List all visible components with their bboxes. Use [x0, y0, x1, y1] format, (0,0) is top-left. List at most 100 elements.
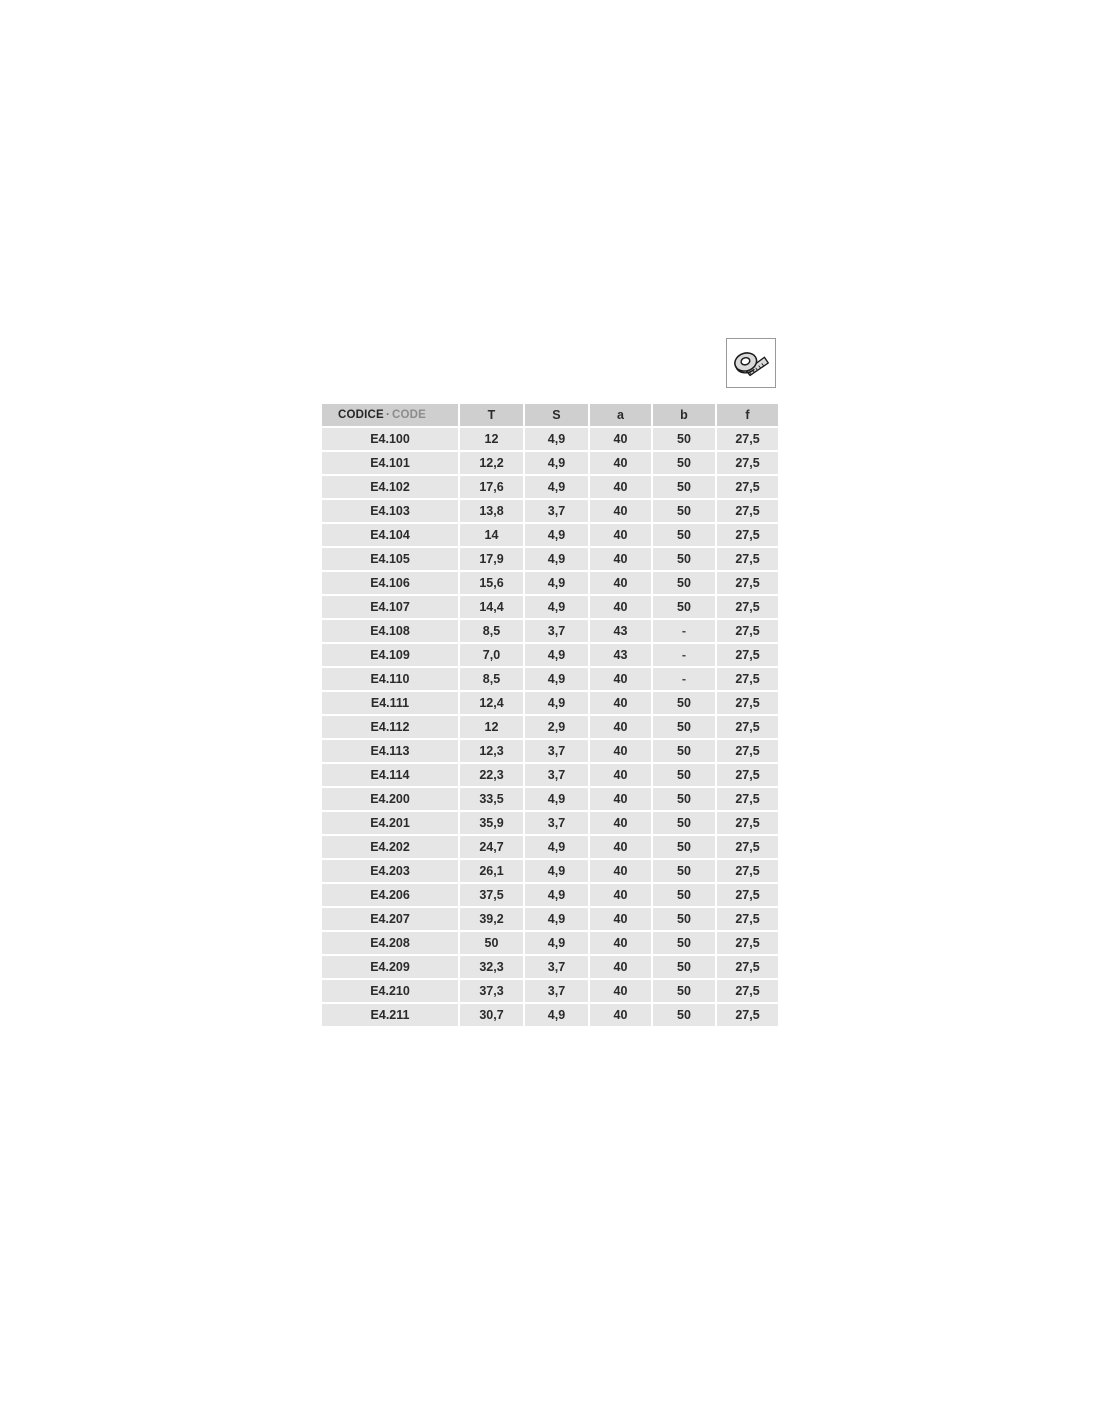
table-row: E4.104 14 4,9 40 50 27,5 — [322, 524, 778, 546]
column-header-code: CODICE · CODE — [322, 404, 458, 426]
cell-code: E4.105 — [322, 548, 458, 570]
cell-b: 50 — [653, 812, 715, 834]
cell-b: - — [653, 620, 715, 642]
cell-f: 27,5 — [717, 932, 778, 954]
table-row: E4.114 22,3 3,7 40 50 27,5 — [322, 764, 778, 786]
cell-S: 4,9 — [525, 596, 588, 618]
cell-f: 27,5 — [717, 692, 778, 714]
cell-T: 12,2 — [460, 452, 523, 474]
cell-a: 40 — [590, 908, 651, 930]
cell-S: 4,9 — [525, 932, 588, 954]
cell-code: E4.110 — [322, 668, 458, 690]
cell-f: 27,5 — [717, 476, 778, 498]
cell-S: 3,7 — [525, 812, 588, 834]
table-row: E4.207 39,2 4,9 40 50 27,5 — [322, 908, 778, 930]
cell-T: 50 — [460, 932, 523, 954]
table-row: E4.206 37,5 4,9 40 50 27,5 — [322, 884, 778, 906]
cell-a: 40 — [590, 572, 651, 594]
cell-S: 4,9 — [525, 476, 588, 498]
table-header: CODICE · CODE T S a b f — [322, 404, 778, 426]
cell-a: 40 — [590, 716, 651, 738]
cell-code: E4.210 — [322, 980, 458, 1002]
cell-f: 27,5 — [717, 596, 778, 618]
cell-b: - — [653, 668, 715, 690]
cell-code: E4.206 — [322, 884, 458, 906]
table-row: E4.108 8,5 3,7 43-27,5 — [322, 620, 778, 642]
cell-f: 27,5 — [717, 524, 778, 546]
cell-b: 50 — [653, 908, 715, 930]
cell-code: E4.111 — [322, 692, 458, 714]
cell-b: 50 — [653, 428, 715, 450]
cell-f: 27,5 — [717, 620, 778, 642]
cell-f: 27,5 — [717, 668, 778, 690]
cell-a: 40 — [590, 932, 651, 954]
cell-T: 37,3 — [460, 980, 523, 1002]
cell-T: 24,7 — [460, 836, 523, 858]
cell-b: 50 — [653, 788, 715, 810]
cell-code: E4.109 — [322, 644, 458, 666]
cell-f: 27,5 — [717, 884, 778, 906]
table-row: E4.102 17,6 4,9 40 50 27,5 — [322, 476, 778, 498]
cell-b: 50 — [653, 524, 715, 546]
table-row: E4.211 30,7 4,9 40 50 27,5 — [322, 1004, 778, 1026]
cell-code: E4.106 — [322, 572, 458, 594]
cell-b: 50 — [653, 476, 715, 498]
cell-S: 4,9 — [525, 548, 588, 570]
cell-T: 14,4 — [460, 596, 523, 618]
cell-a: 40 — [590, 812, 651, 834]
cell-S: 4,9 — [525, 524, 588, 546]
cell-code: E4.114 — [322, 764, 458, 786]
cell-a: 40 — [590, 476, 651, 498]
cell-T: 32,3 — [460, 956, 523, 978]
cell-T: 12,4 — [460, 692, 523, 714]
cell-a: 40 — [590, 692, 651, 714]
cell-code: E4.208 — [322, 932, 458, 954]
cell-code: E4.207 — [322, 908, 458, 930]
column-header-code-it: CODICE — [338, 409, 384, 421]
cell-S: 4,9 — [525, 908, 588, 930]
cell-code: E4.108 — [322, 620, 458, 642]
cell-S: 4,9 — [525, 644, 588, 666]
column-header-t: T — [460, 404, 523, 426]
table-row: E4.107 14,4 4,9 40 50 27,5 — [322, 596, 778, 618]
cell-S: 3,7 — [525, 620, 588, 642]
cell-a: 40 — [590, 668, 651, 690]
table-row: E4.210 37,3 3,7 40 50 27,5 — [322, 980, 778, 1002]
cell-b: 50 — [653, 452, 715, 474]
cell-a: 40 — [590, 740, 651, 762]
cell-a: 40 — [590, 548, 651, 570]
column-header-separator: · — [385, 409, 390, 421]
cell-b: 50 — [653, 764, 715, 786]
cell-a: 40 — [590, 980, 651, 1002]
cell-b: 50 — [653, 548, 715, 570]
cell-code: E4.201 — [322, 812, 458, 834]
table-row: E4.105 17,9 4,9 40 50 27,5 — [322, 548, 778, 570]
cell-T: 14 — [460, 524, 523, 546]
cell-b: 50 — [653, 716, 715, 738]
cell-code: E4.104 — [322, 524, 458, 546]
cell-S: 2,9 — [525, 716, 588, 738]
cell-code: E4.203 — [322, 860, 458, 882]
cell-code: E4.102 — [322, 476, 458, 498]
tape-measure-icon — [734, 352, 769, 377]
cell-b: 50 — [653, 884, 715, 906]
cell-T: 17,6 — [460, 476, 523, 498]
cell-T: 8,5 — [460, 620, 523, 642]
table-body: E4.100 12 4,9 40 50 27,5 E4.101 12,2 4,9 40 50 27,5… — [322, 428, 778, 1026]
cell-f: 27,5 — [717, 740, 778, 762]
specification-table: CODICE · CODE T S a b f E4.100 12 4,9 40 50 27,… — [320, 402, 780, 1028]
cell-code: E4.209 — [322, 956, 458, 978]
cell-b: 50 — [653, 860, 715, 882]
cell-T: 26,1 — [460, 860, 523, 882]
cell-code: E4.100 — [322, 428, 458, 450]
table-row: E4.109 7,0 4,9 43-27,5 — [322, 644, 778, 666]
cell-T: 35,9 — [460, 812, 523, 834]
cell-S: 4,9 — [525, 692, 588, 714]
cell-S: 3,7 — [525, 956, 588, 978]
cell-f: 27,5 — [717, 548, 778, 570]
cell-a: 40 — [590, 524, 651, 546]
cell-f: 27,5 — [717, 716, 778, 738]
cell-T: 17,9 — [460, 548, 523, 570]
cell-a: 40 — [590, 956, 651, 978]
